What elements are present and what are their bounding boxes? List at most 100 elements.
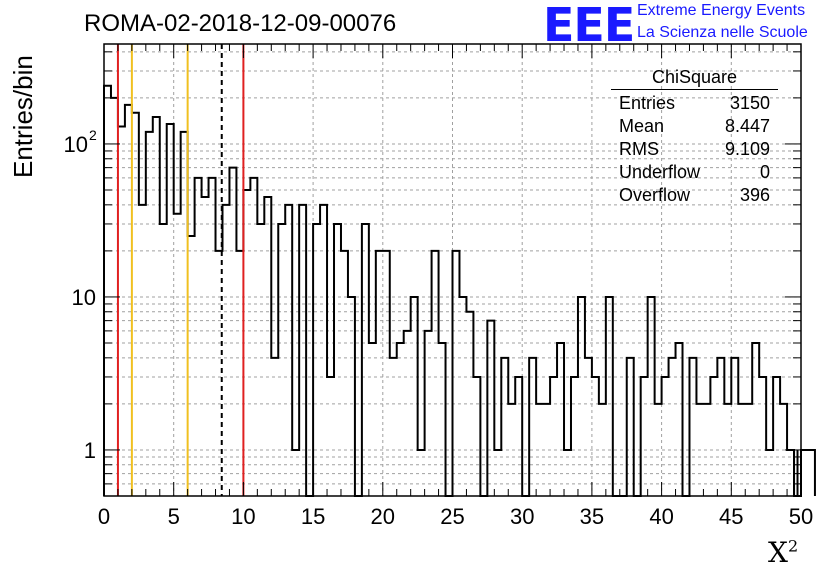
x-tick-label: 5 (168, 504, 180, 529)
histogram-bin (327, 377, 334, 496)
histogram-bin (425, 331, 432, 496)
x-tick-label: 35 (580, 504, 604, 529)
histogram-bin (501, 358, 508, 496)
histogram-bin (710, 377, 717, 496)
x-tick-label: 15 (301, 504, 325, 529)
histogram-bin (599, 404, 606, 496)
stats-row-underflow: Underflow 0 (611, 161, 778, 184)
stats-box: ChiSquare Entries 3150 Mean 8.447 RMS 9.… (611, 67, 778, 207)
histogram-bin (808, 450, 815, 496)
stats-row-rms: RMS 9.109 (611, 138, 778, 161)
y-tick-label-exponent: 2 (89, 127, 97, 143)
stats-label: Entries (619, 93, 676, 113)
histogram-bin (139, 205, 146, 496)
histogram-bin (202, 197, 209, 496)
stats-value: 3150 (729, 93, 770, 113)
histogram-bin (703, 404, 710, 496)
histogram-bin (731, 358, 738, 496)
histogram-bin (669, 358, 676, 496)
histogram-bin (188, 236, 195, 496)
histogram-bin (662, 377, 669, 496)
stats-label: Underflow (619, 162, 701, 182)
histogram-bin (292, 450, 299, 496)
histogram-bin (181, 132, 188, 496)
histogram-bin (174, 214, 181, 496)
histogram-bin (404, 331, 411, 496)
x-tick-label: 45 (719, 504, 743, 529)
histogram-bin (125, 105, 132, 496)
histogram-bin (146, 132, 153, 496)
logo-line-1: Extreme Energy Events (637, 2, 806, 19)
histogram-bin (766, 450, 773, 496)
histogram-bin (564, 450, 571, 496)
histogram-bin (801, 450, 808, 496)
stats-label: Mean (619, 116, 665, 136)
histogram-bin (229, 168, 236, 496)
histogram-bin (285, 205, 292, 496)
histogram-bin (160, 224, 167, 496)
histogram-bin (752, 343, 759, 496)
x-tick-label: 20 (371, 504, 395, 529)
histogram-bin (487, 321, 494, 496)
histogram-bin (334, 224, 341, 496)
histogram-bin (411, 297, 418, 496)
histogram-outline (103, 84, 816, 497)
stats-row-mean: Mean 8.447 (611, 115, 778, 138)
histogram-bin (655, 404, 662, 496)
histogram-bin (195, 178, 202, 496)
histogram-bin (453, 251, 460, 496)
histogram-bin (222, 205, 229, 496)
histogram-bin (341, 251, 348, 496)
x-tick-label: 10 (231, 504, 255, 529)
histogram-bin (515, 377, 522, 496)
histogram-bin (571, 377, 578, 496)
x-axis-label-base: X (768, 536, 788, 569)
histogram-bin (529, 358, 536, 496)
chart-title: ROMA-02-2018-12-09-00076 (84, 10, 397, 37)
histogram-bin (153, 117, 160, 496)
histogram-bin (724, 404, 731, 496)
histogram-bin (250, 178, 257, 496)
histogram-bin (432, 251, 439, 496)
y-axis-label: Entries/bin (8, 55, 38, 178)
histogram-bin (320, 205, 327, 496)
histogram-bin (787, 450, 794, 496)
histogram-bin (118, 127, 125, 496)
histogram-bin (676, 343, 683, 496)
histogram-bin (745, 404, 752, 496)
x-axis-label-sup: 2 (787, 536, 799, 556)
histogram-bin (494, 450, 501, 496)
x-tick-label: 40 (649, 504, 673, 529)
stats-value: 9.109 (724, 139, 770, 159)
histogram-bin (592, 377, 599, 496)
histogram-bin (696, 404, 703, 496)
histogram-bin (390, 358, 397, 496)
histogram-bin (585, 358, 592, 496)
x-tick-label: 30 (510, 504, 534, 529)
histogram-bin (271, 358, 278, 496)
stats-label: Overflow (619, 185, 691, 205)
histogram-bin (362, 224, 369, 496)
stats-value: 0 (759, 162, 770, 182)
stats-row-overflow: Overflow 396 (611, 184, 778, 207)
y-tick-label: 1 (84, 438, 96, 463)
histogram-bin (738, 404, 745, 496)
y-tick-label: 10 (72, 285, 96, 310)
histogram-bin (459, 297, 466, 496)
histogram-bin (606, 297, 613, 496)
x-tick-label: 50 (789, 504, 813, 529)
histogram-bin (383, 251, 390, 496)
histogram-bin (397, 343, 404, 496)
histogram-bin (466, 312, 473, 496)
histogram-bin (167, 124, 174, 496)
histogram-bin (132, 113, 139, 496)
stats-row-entries: Entries 3150 (611, 92, 778, 115)
histogram-bin (236, 251, 243, 496)
histogram-bin (104, 86, 111, 496)
stats-box-title: ChiSquare (611, 67, 778, 90)
histogram-bin (243, 190, 250, 496)
histogram-bin (209, 178, 216, 496)
histogram-bin (313, 224, 320, 496)
stats-label: RMS (619, 139, 659, 159)
